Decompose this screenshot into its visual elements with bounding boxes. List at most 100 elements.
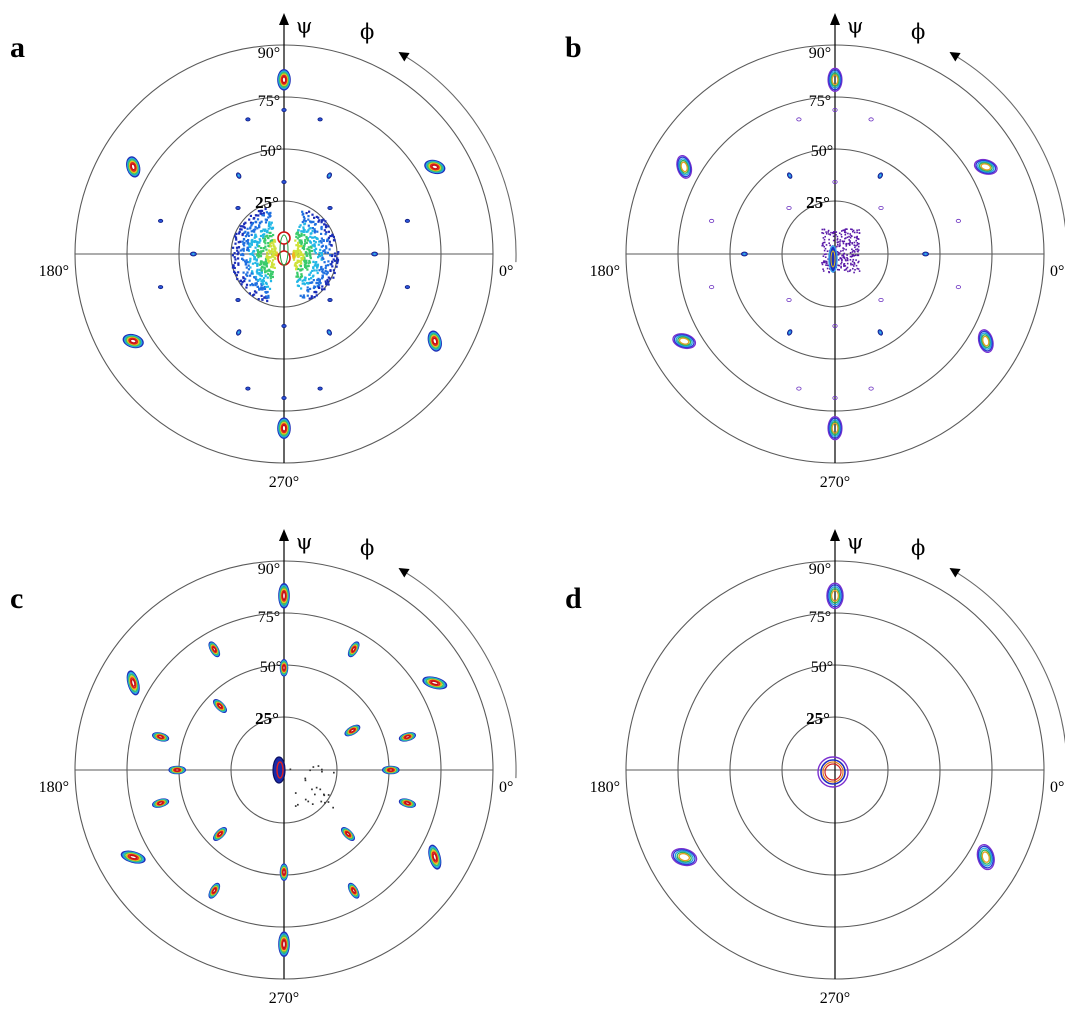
ring-label-75: 75°	[258, 93, 280, 110]
peak	[787, 329, 793, 336]
psi-label: ψ	[296, 14, 312, 38]
minor-spot	[868, 117, 874, 122]
minor-spot	[235, 205, 241, 210]
peak	[973, 158, 998, 175]
psi-label: ψ	[847, 530, 863, 554]
angle-label-180: 180°	[590, 779, 620, 796]
minor-spot	[327, 297, 333, 302]
minor-spot	[317, 386, 323, 391]
minor-spot	[955, 285, 962, 290]
angle-label-0: 0°	[1050, 263, 1064, 280]
minor-spot	[786, 205, 792, 210]
ring-label-25: 25°	[806, 709, 830, 728]
peak	[347, 882, 360, 899]
peak	[277, 69, 291, 91]
peak	[120, 850, 146, 864]
ring-label-50: 50°	[811, 143, 833, 160]
minor-spot	[245, 117, 251, 122]
minor-spot	[878, 205, 884, 210]
peak	[278, 582, 290, 609]
peak	[126, 670, 140, 696]
minor-spot	[832, 108, 838, 113]
panel-c: c ψ ϕ 25° 50° 75° 90° 180° 0° 270°	[10, 529, 517, 1007]
minor-spot	[832, 323, 838, 328]
peak	[208, 641, 221, 658]
peak	[326, 329, 332, 336]
minor-spot	[832, 179, 838, 184]
peak	[826, 582, 844, 610]
peak	[168, 765, 186, 775]
ring-label-75: 75°	[809, 609, 831, 626]
panel-b: b ψ ϕ 25° 50° 75° 90° 180° 0° 270°	[565, 13, 1065, 491]
minor-spot	[235, 297, 241, 302]
minor-spot	[404, 218, 410, 223]
minor-spot	[281, 395, 287, 400]
peak	[977, 329, 994, 354]
peak	[213, 699, 227, 713]
phi-arrow-icon	[398, 568, 410, 578]
panel-d: d ψ ϕ 25° 50° 75° 90° 180° 0° 270°	[565, 529, 1065, 1007]
minor-spot	[708, 285, 715, 290]
center-peak	[817, 756, 849, 788]
panel-letter: c	[10, 582, 23, 615]
minor-spot	[878, 297, 884, 302]
phi-label: ϕ	[911, 20, 925, 44]
minor-spot	[317, 117, 323, 122]
peak	[277, 417, 291, 440]
ring-label-25: 25°	[255, 709, 279, 728]
ring-label-25: 25°	[806, 193, 830, 212]
peaks	[122, 69, 446, 440]
minor-spot	[158, 218, 164, 223]
peak	[422, 676, 448, 690]
peak	[676, 154, 693, 179]
minor-spot	[832, 395, 838, 400]
center-peak	[821, 228, 861, 274]
peak	[427, 330, 442, 352]
minor-spot	[955, 218, 962, 223]
minor-spot	[327, 205, 333, 210]
peak	[326, 172, 332, 179]
peak	[398, 798, 416, 808]
peak	[213, 827, 227, 841]
peak	[424, 159, 446, 175]
peak	[152, 798, 170, 808]
peak	[671, 848, 698, 867]
ring-label-50: 50°	[811, 659, 833, 676]
angle-label-0: 0°	[499, 263, 513, 280]
center-peak	[272, 756, 335, 809]
psi-label: ψ	[847, 14, 863, 38]
ring-label-50: 50°	[260, 659, 282, 676]
minor-spot	[281, 323, 287, 328]
peak	[122, 333, 144, 349]
ring-label-50: 50°	[260, 143, 282, 160]
peak	[126, 156, 141, 178]
peak	[236, 172, 242, 179]
peak	[877, 329, 883, 336]
phi-label: ϕ	[360, 20, 374, 44]
minor-spot	[868, 386, 874, 391]
peak	[347, 641, 360, 658]
peak	[152, 732, 170, 742]
peak	[741, 251, 748, 257]
ring-label-90: 90°	[258, 45, 280, 62]
angle-label-180: 180°	[39, 263, 69, 280]
angle-label-270: 270°	[820, 990, 850, 1007]
angle-label-270: 270°	[820, 474, 850, 491]
peak	[877, 172, 883, 179]
peak	[208, 882, 221, 899]
angle-label-180: 180°	[590, 263, 620, 280]
phi-arrow-icon	[398, 52, 410, 62]
ring-label-75: 75°	[258, 609, 280, 626]
peak	[236, 329, 242, 336]
ring-label-25: 25°	[255, 193, 279, 212]
minor-spot	[786, 297, 792, 302]
peak	[787, 172, 793, 179]
phi-arrow-icon	[949, 568, 961, 578]
peak	[344, 724, 361, 737]
phi-arc	[406, 56, 517, 263]
panel-letter: d	[565, 582, 582, 615]
peak	[371, 251, 379, 257]
phi-arrow-icon	[949, 52, 961, 62]
